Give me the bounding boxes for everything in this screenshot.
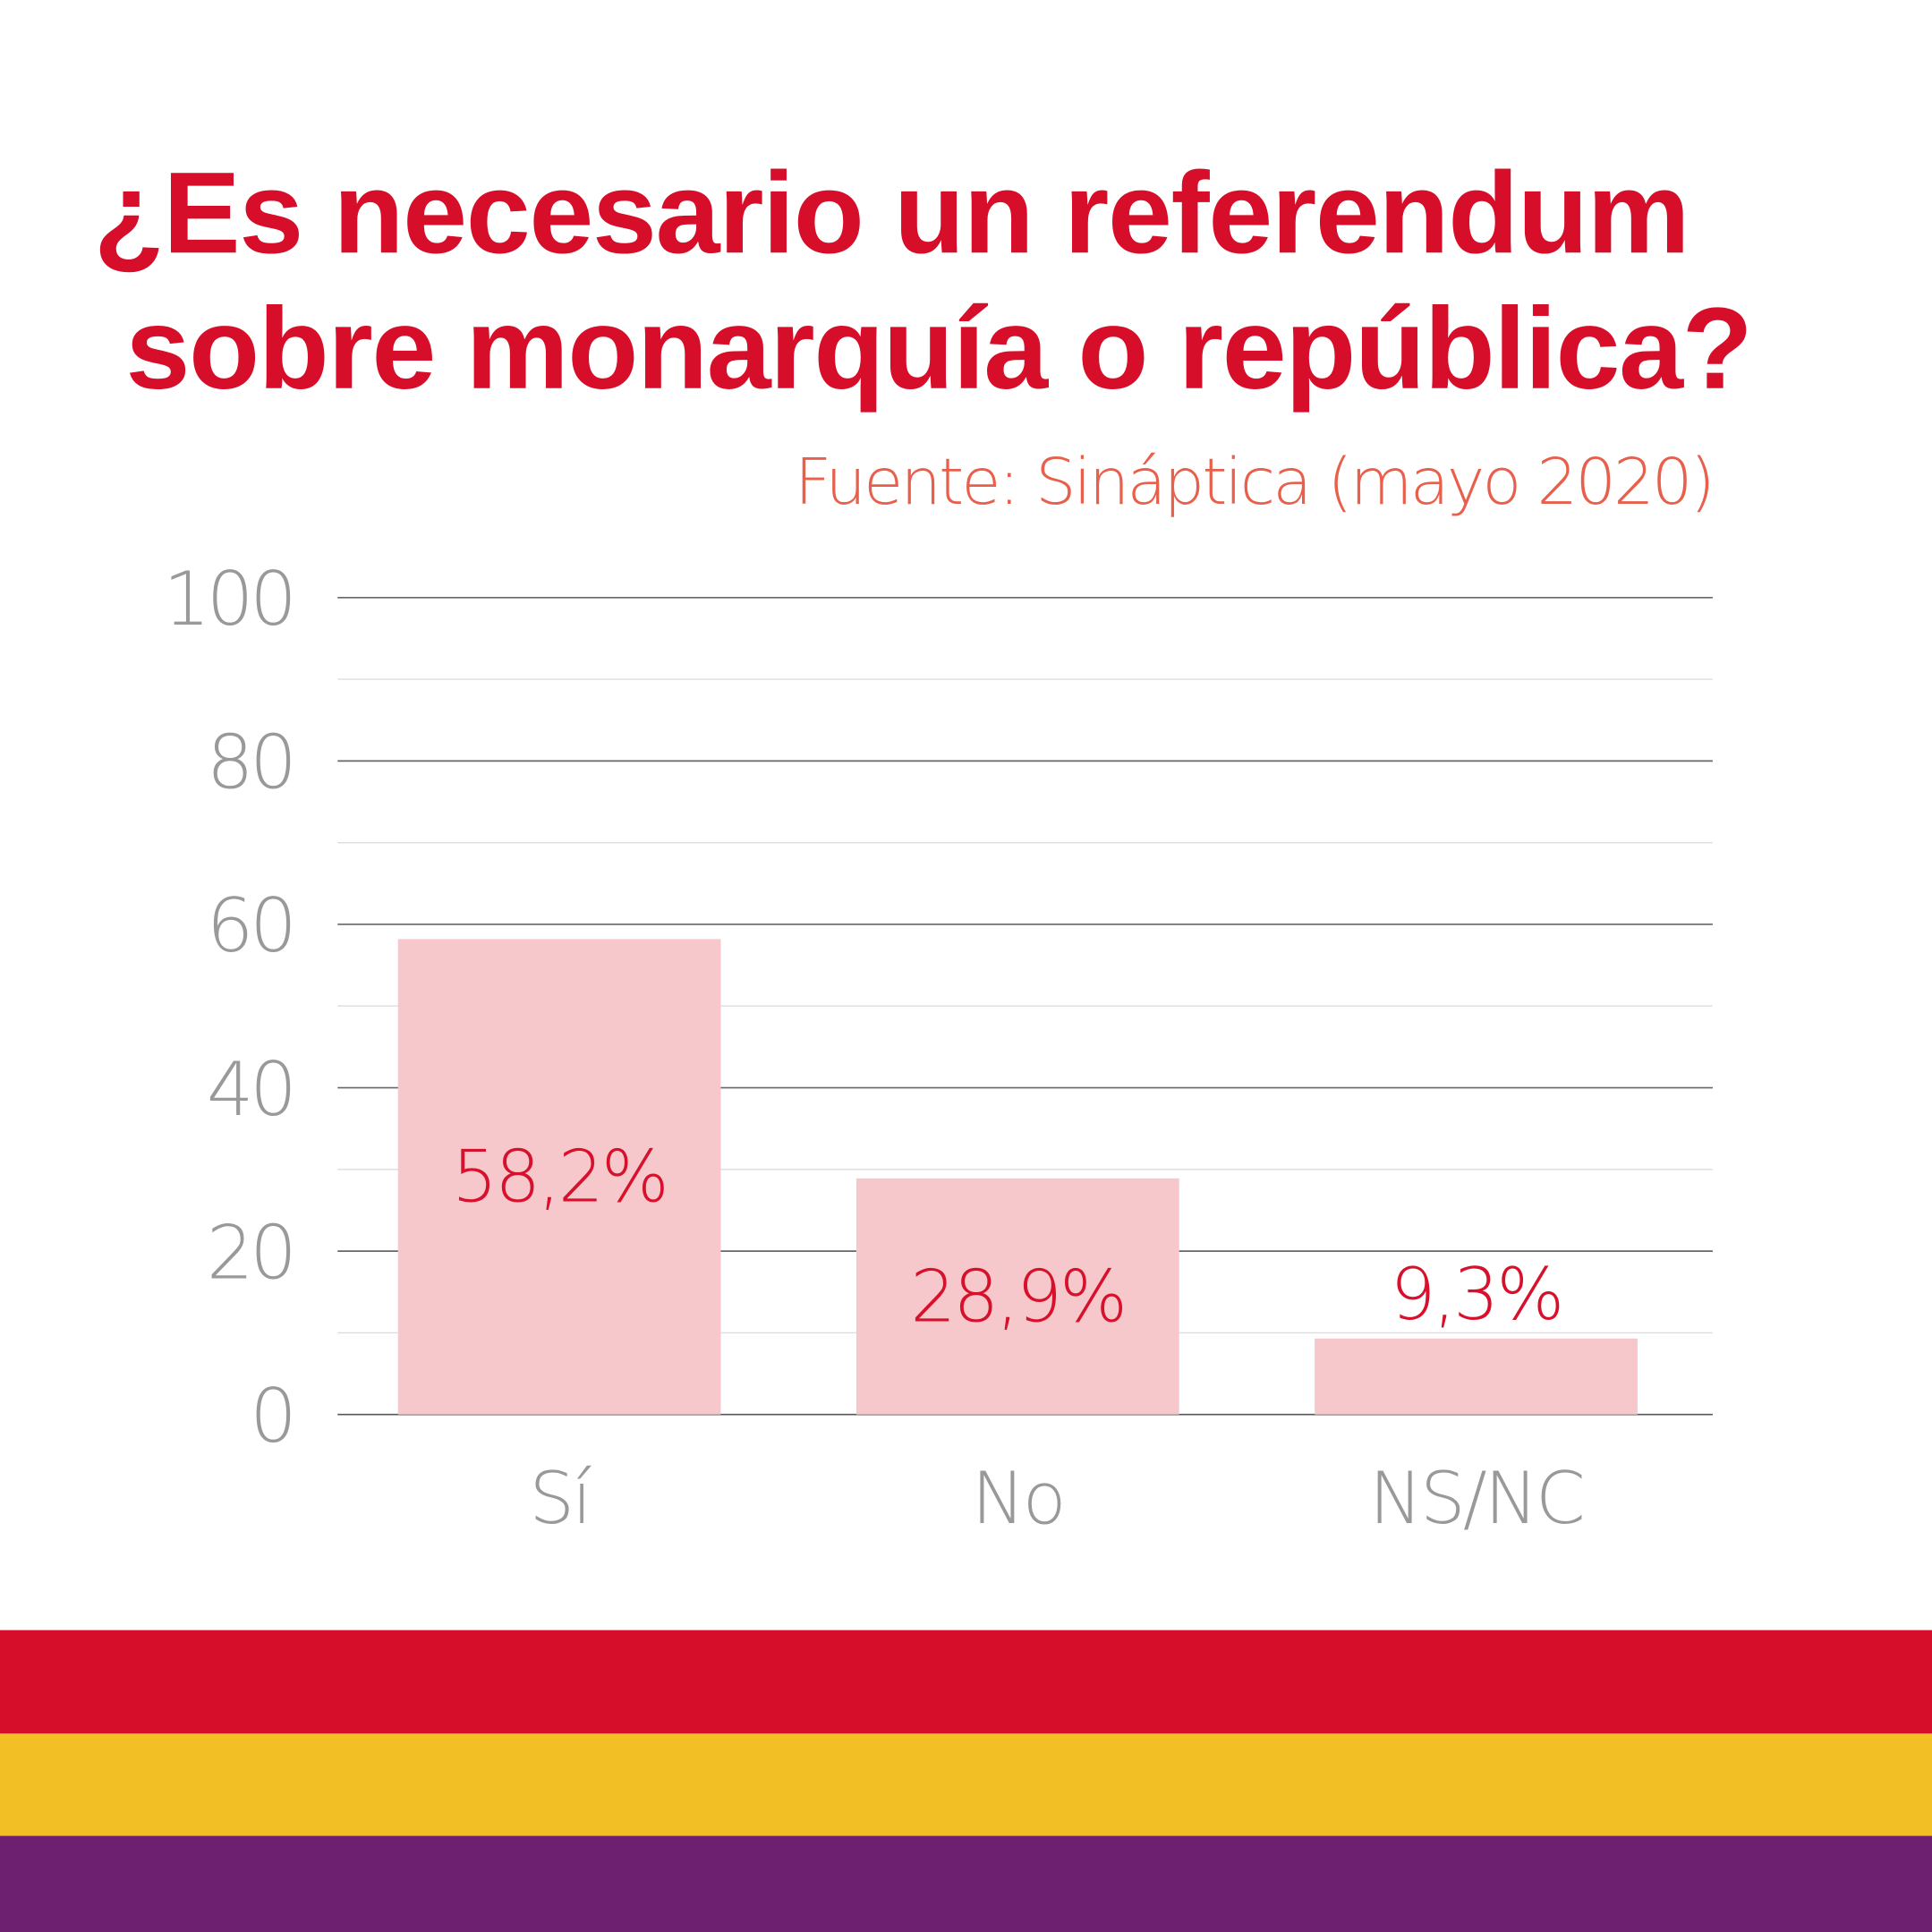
chart-title-line-1: ¿Es necesario un referendum	[93, 148, 1690, 277]
x-tick-label: No	[972, 1457, 1064, 1540]
chart-title-line-2: sobre monarquía o república?	[125, 283, 1752, 413]
chart-source: Fuente: Sináptica (mayo 2020)	[795, 446, 1715, 521]
y-tick-label: 0	[250, 1374, 293, 1460]
flag-stripe-yellow	[0, 1733, 1932, 1837]
y-tick-label: 100	[163, 557, 293, 643]
flag-stripe-red	[0, 1630, 1932, 1734]
y-tick-label: 60	[207, 883, 294, 969]
y-tick-label: 80	[207, 720, 294, 806]
data-label: 9,3%	[1391, 1253, 1562, 1336]
x-tick-label: Sí	[529, 1457, 592, 1540]
y-tick-label: 40	[207, 1047, 294, 1133]
flag-stripe-purple	[0, 1835, 1932, 1932]
y-tick-label: 20	[207, 1210, 294, 1296]
data-label: 58,2%	[452, 1136, 667, 1219]
x-tick-label: NS/NC	[1369, 1457, 1583, 1540]
bar-1	[855, 1178, 1179, 1415]
bar-2	[1315, 1338, 1638, 1415]
bar-0	[397, 939, 721, 1415]
data-label: 28,9%	[910, 1255, 1125, 1338]
